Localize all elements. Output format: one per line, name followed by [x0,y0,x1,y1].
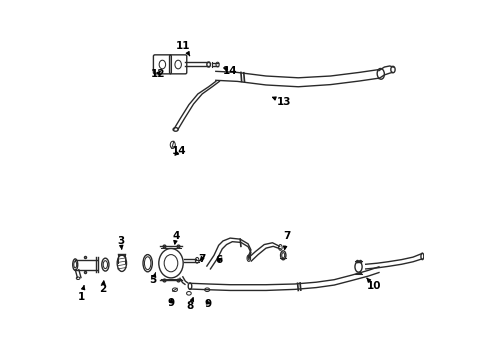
Text: 8: 8 [186,298,193,311]
Text: 12: 12 [150,69,164,79]
Text: 9: 9 [167,298,174,308]
Text: 13: 13 [272,97,290,107]
Text: 3: 3 [117,236,124,249]
Text: 9: 9 [204,299,211,309]
Text: 6: 6 [215,255,223,265]
Text: 2: 2 [99,281,106,294]
Text: 14: 14 [172,146,186,156]
Text: 7: 7 [283,231,290,249]
Text: 7: 7 [197,254,205,264]
Text: 1: 1 [78,286,85,302]
Text: 4: 4 [172,231,180,244]
Text: 11: 11 [176,41,190,56]
Text: 5: 5 [149,273,156,285]
Text: 10: 10 [366,278,380,291]
Text: 14: 14 [223,66,237,76]
